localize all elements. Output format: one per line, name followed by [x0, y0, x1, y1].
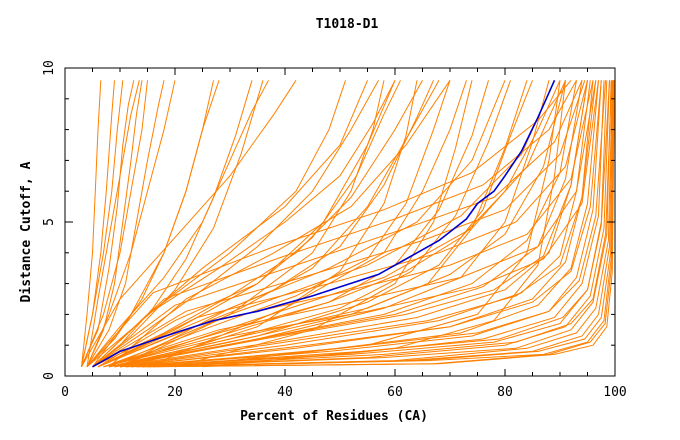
series-line-65 — [81, 80, 102, 367]
series-line-31 — [114, 80, 583, 368]
series-layer — [81, 79, 615, 368]
series-line-58 — [92, 80, 346, 368]
series-line-7 — [86, 80, 220, 368]
series-line-60 — [108, 80, 451, 368]
y-tick-label: 5 — [42, 218, 57, 226]
series-line-68 — [114, 80, 588, 368]
x-tick-label: 0 — [61, 385, 69, 400]
series-line-46 — [152, 80, 615, 368]
series-line-71 — [130, 80, 607, 368]
series-line-59 — [81, 80, 297, 368]
series-line-73 — [141, 80, 613, 368]
series-line-26 — [174, 80, 473, 368]
series-line-36 — [125, 80, 602, 368]
series-line-56 — [114, 80, 566, 368]
series-line-12 — [92, 80, 423, 368]
series-line-70 — [125, 80, 602, 368]
series-line-53 — [92, 80, 577, 368]
series-line-6 — [81, 80, 115, 367]
y-tick-label: 10 — [42, 60, 57, 76]
y-axis-label: Distance Cutoff, A — [19, 161, 34, 302]
series-line-23 — [97, 80, 396, 368]
x-axis: 0 20 40 60 80 100 — [61, 68, 627, 400]
series-line-9 — [92, 80, 264, 368]
x-tick-label: 80 — [497, 385, 513, 400]
series-line-55 — [108, 80, 555, 368]
series-line-17 — [103, 80, 451, 368]
series-line-62 — [174, 80, 561, 368]
y-tick-label: 0 — [42, 372, 57, 380]
series-line-40 — [136, 80, 612, 368]
series-line-48 — [103, 80, 597, 368]
series-line-28 — [103, 80, 561, 368]
series-line-64 — [81, 80, 148, 367]
series-line-37 — [125, 80, 605, 368]
series-line-67 — [92, 80, 214, 368]
series-line-13 — [97, 80, 401, 368]
series-line-57 — [86, 80, 368, 368]
series-line-10 — [86, 80, 269, 368]
series-line-14 — [97, 80, 440, 368]
series-line-47 — [103, 80, 599, 368]
series-line-39 — [130, 80, 610, 368]
series-line-61 — [119, 80, 506, 368]
series-line-66 — [86, 80, 176, 367]
series-line-8 — [92, 80, 253, 368]
series-line-5 — [86, 80, 165, 368]
x-tick-label: 40 — [277, 385, 293, 400]
series-line-29 — [108, 80, 566, 368]
x-tick-label: 20 — [167, 385, 183, 400]
series-line-51 — [92, 80, 586, 368]
series-line-4 — [86, 80, 140, 367]
series-line-72 — [136, 80, 610, 368]
series-line-2 — [81, 80, 124, 367]
series-line-11 — [92, 80, 379, 368]
x-tick-label: 60 — [387, 385, 403, 400]
x-axis-label: Percent of Residues (CA) — [240, 409, 428, 424]
series-line-24 — [119, 80, 385, 368]
series-line-27 — [147, 80, 467, 368]
series-line-21 — [108, 80, 533, 368]
series-line-33 — [119, 80, 591, 368]
y-axis: 0 5 10 — [42, 60, 615, 380]
series-line-49 — [97, 80, 594, 368]
series-line-1 — [81, 80, 135, 368]
series-line-69 — [119, 80, 597, 368]
chart-title: T1018-D1 — [316, 17, 379, 32]
x-tick-label: 100 — [603, 385, 626, 400]
highlighted-series-line — [92, 79, 556, 368]
series-line-25 — [130, 80, 418, 368]
highlight-layer — [92, 79, 556, 368]
series-line-16 — [97, 80, 434, 368]
series-line-44 — [147, 80, 615, 368]
series-line-54 — [86, 79, 572, 368]
series-line-50 — [97, 80, 588, 368]
series-line-3 — [86, 80, 143, 368]
